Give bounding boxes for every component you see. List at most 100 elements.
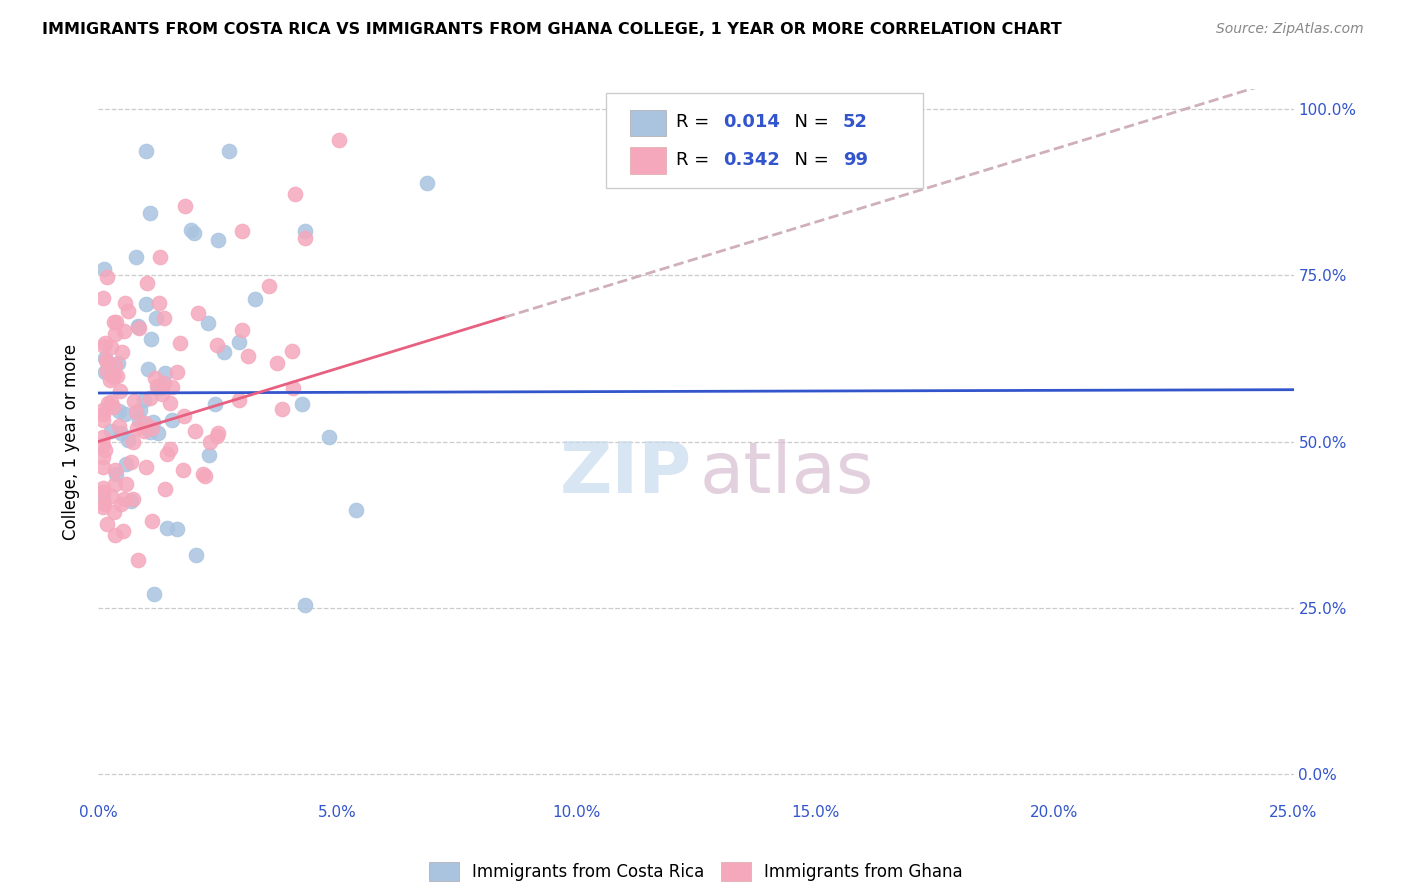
Point [266, 356, 288, 370]
Point [108, 403, 131, 417]
Point [153, 482, 176, 496]
Point [122, 435, 145, 450]
Point [91, 407, 114, 421]
Point [93, 497, 115, 511]
Point [197, 317, 219, 331]
Point [198, 448, 221, 462]
Point [100, 424, 122, 438]
Point [186, 549, 208, 563]
Point [139, 425, 162, 439]
Point [139, 391, 162, 405]
Point [91, 491, 114, 505]
Point [141, 332, 163, 346]
Point [142, 415, 165, 429]
Point [91, 438, 114, 452]
Point [207, 233, 229, 247]
Point [101, 400, 124, 414]
Point [135, 296, 157, 310]
Point [91, 402, 114, 417]
Bar [630, 147, 666, 174]
Point [101, 369, 124, 384]
Point [114, 296, 136, 310]
Point [93, 339, 115, 353]
Point [96, 355, 118, 369]
Text: IMMIGRANTS FROM COSTA RICA VS IMMIGRANTS FROM GHANA COLLEGE, 1 YEAR OR MORE CORR: IMMIGRANTS FROM COSTA RICA VS IMMIGRANTS… [42, 22, 1062, 37]
Point [187, 305, 209, 319]
Point [141, 421, 163, 435]
Point [122, 491, 145, 506]
Point [112, 324, 135, 338]
Point [153, 366, 176, 380]
Point [136, 362, 159, 376]
Text: atlas: atlas [700, 439, 875, 508]
Point [135, 276, 157, 290]
Y-axis label: College, 1 year or more: College, 1 year or more [62, 343, 80, 540]
Point [104, 528, 127, 542]
Point [127, 320, 149, 334]
Point [110, 384, 132, 398]
Point [117, 303, 139, 318]
Point [152, 310, 174, 325]
Point [127, 553, 149, 567]
Point [91, 500, 114, 514]
Point [160, 380, 183, 394]
Point [145, 371, 167, 385]
Point [100, 395, 122, 409]
Point [166, 365, 188, 379]
Point [257, 279, 280, 293]
Point [228, 393, 250, 408]
Point [96, 269, 118, 284]
Point [294, 224, 316, 238]
Point [134, 417, 156, 431]
Point [114, 477, 136, 491]
Point [128, 413, 150, 427]
Point [156, 521, 179, 535]
Point [111, 344, 134, 359]
Point [103, 368, 125, 383]
Point [160, 413, 183, 427]
Point [111, 524, 134, 539]
Point [127, 318, 149, 333]
Point [180, 223, 202, 237]
Point [127, 421, 149, 435]
Point [204, 397, 226, 411]
Legend: Immigrants from Costa Rica, Immigrants from Ghana: Immigrants from Costa Rica, Immigrants f… [422, 855, 970, 888]
Point [103, 327, 125, 342]
Point [96, 364, 118, 378]
Point [291, 397, 314, 411]
Point [114, 491, 136, 506]
Point [294, 231, 316, 245]
Point [128, 402, 150, 417]
Point [105, 368, 128, 383]
Point [328, 133, 350, 147]
Point [100, 489, 122, 503]
Point [94, 351, 117, 365]
Point [103, 314, 125, 328]
Point [416, 176, 439, 190]
Point [107, 356, 129, 370]
Text: 0.014: 0.014 [724, 113, 780, 131]
Point [91, 484, 114, 499]
Point [205, 338, 228, 352]
Point [294, 598, 316, 612]
Point [283, 381, 305, 395]
Text: ZIP: ZIP [560, 439, 692, 508]
Point [231, 322, 253, 336]
Point [148, 381, 170, 395]
Point [156, 447, 179, 461]
Point [120, 493, 142, 508]
Point [135, 459, 157, 474]
Point [169, 335, 191, 350]
Point [173, 199, 195, 213]
Point [198, 435, 221, 450]
Point [146, 425, 169, 440]
Point [214, 344, 236, 359]
Point [122, 394, 145, 409]
Point [105, 315, 128, 329]
Point [172, 463, 194, 477]
Point [94, 336, 117, 351]
Point [91, 482, 114, 496]
Point [194, 468, 217, 483]
Point [159, 442, 181, 456]
Text: Source: ZipAtlas.com: Source: ZipAtlas.com [1216, 22, 1364, 37]
